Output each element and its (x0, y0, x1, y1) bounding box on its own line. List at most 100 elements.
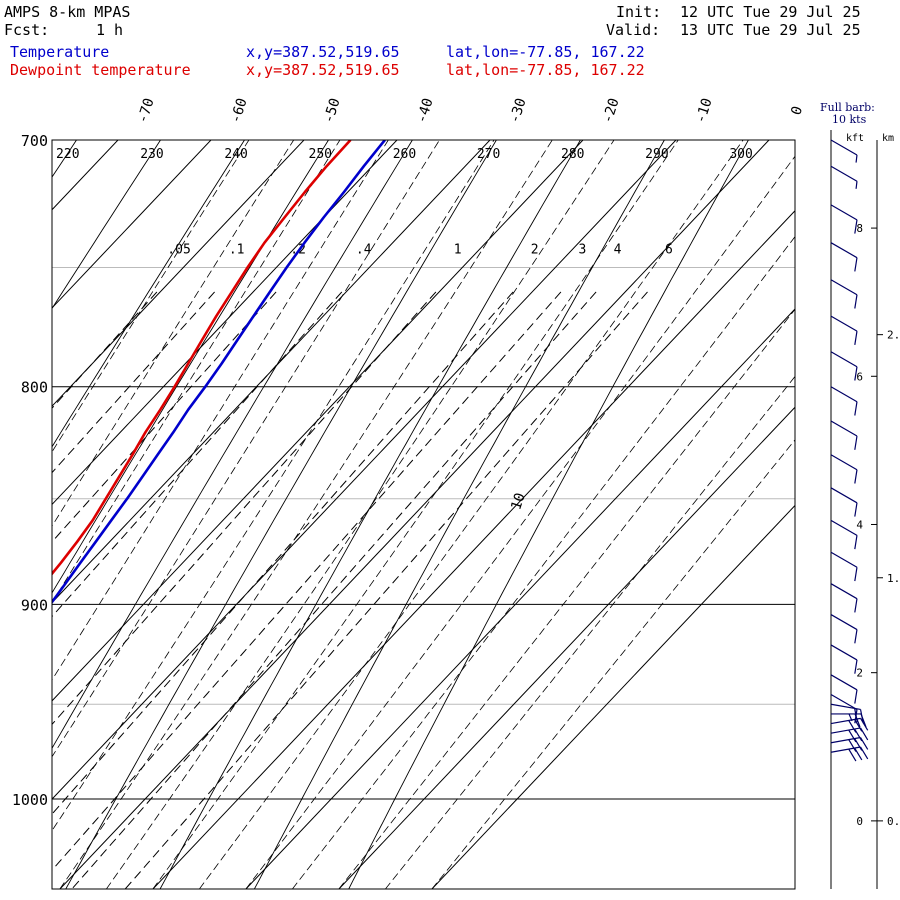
wind-barb (830, 139, 858, 163)
isotherm (0, 0, 109, 900)
wind-barb-flag (854, 629, 858, 644)
wind-barb-flag (854, 435, 858, 450)
wind-barb-flag (854, 719, 863, 732)
isotherm (338, 406, 795, 889)
dry-adiabat (52, 140, 413, 750)
mixing-ratio-label: .05 (167, 242, 190, 257)
wind-barb (830, 614, 858, 644)
mixing-ratio-label: .1 (229, 242, 245, 257)
wind-barb (830, 583, 858, 613)
wind-barb-staff (830, 279, 858, 296)
legend-dewpoint-xy: x,y=387.52,519.65 (246, 61, 400, 79)
mixing-ratio-label: 2 (531, 242, 539, 257)
wind-barb-flag (848, 720, 857, 733)
dry-adiabat-label: 280 (561, 147, 584, 162)
km-label: km (882, 133, 895, 144)
isotherm (52, 140, 584, 702)
dry-adiabat-label: 260 (393, 147, 416, 162)
moist-adiabat (59, 140, 553, 889)
moist-adiabat (52, 140, 341, 604)
wind-barb (830, 736, 869, 752)
isotherm (52, 140, 398, 506)
wind-key-line1: Full barb: (820, 101, 875, 114)
dry-adiabat-label: 300 (729, 147, 752, 162)
wind-barb (830, 315, 858, 345)
kft-label: kft (846, 133, 865, 144)
pressure-tick-label: 900 (21, 596, 48, 614)
wind-barb-staff (830, 242, 858, 259)
wind-barb-staff (830, 727, 861, 734)
height-km-label: 0. (887, 815, 900, 828)
wind-barb (830, 279, 858, 309)
wind-barb (830, 693, 858, 724)
mixing-ratio-line (52, 291, 343, 618)
wind-barb-staff (830, 674, 858, 691)
wind-barb (830, 454, 858, 484)
moist-adiabat (52, 140, 440, 758)
moist-adiabat (52, 140, 250, 453)
wind-barb-half-flag (855, 181, 858, 189)
plot-frame (51, 139, 796, 890)
dry-adiabat (253, 140, 665, 889)
mixing-ratio-line (52, 291, 514, 815)
wind-barb-staff (830, 487, 858, 504)
mixing-ratio-line (71, 291, 597, 889)
dry-adiabat-label: 220 (56, 147, 79, 162)
wind-barb-flag (854, 366, 858, 381)
fcst-label: Fcst: (4, 21, 50, 39)
model-name: AMPS 8-km MPAS (4, 3, 131, 21)
wind-key-line2: 10 kts (832, 113, 867, 126)
wind-barb-staff (830, 519, 858, 536)
wind-barb-flag (854, 738, 863, 751)
wind-barb-flag (848, 729, 857, 743)
valid-label: Valid: (606, 21, 661, 39)
mixing-ratio-line (52, 291, 215, 474)
moist-adiabat (338, 308, 795, 889)
temperature-profile (52, 140, 386, 605)
moist-adiabat (245, 155, 795, 889)
height-km-label: 2. (887, 329, 900, 342)
moist-adiabat (431, 439, 795, 889)
wind-barb-flag (854, 659, 858, 674)
wind-barb (830, 386, 858, 416)
wind-barb-staff (830, 583, 858, 600)
wind-barb (830, 727, 869, 743)
legend-dewpoint-latlon: lat,lon=-77.85, 167.22 (446, 61, 645, 79)
pressure-tick-label: 700 (21, 132, 48, 150)
init-label: Init: (616, 3, 662, 21)
height-kft-label: 0 (856, 815, 863, 828)
wind-barb-flag (860, 737, 869, 750)
height-kft-label: 6 (856, 370, 863, 383)
temperature-tick-label: -10 (693, 96, 716, 125)
wind-barb-flag (854, 689, 858, 704)
dry-adiabat-label: 240 (224, 147, 247, 162)
isotherm (52, 140, 491, 604)
moist-adiabat (52, 140, 295, 527)
legend-temperature-name: Temperature (10, 43, 110, 61)
wind-barb (830, 351, 858, 381)
wind-barb-staff (830, 165, 858, 182)
wind-barb-staff (830, 315, 858, 332)
wind-barb-staff (830, 693, 858, 710)
mixing-ratio-label: 1 (454, 242, 462, 257)
wind-barb-flag (859, 709, 864, 724)
isotherm (431, 504, 795, 889)
mixing-ratio-label: .4 (356, 242, 372, 257)
temperature-tick-label: -60 (228, 96, 251, 125)
valid-time: 13 UTC Tue 29 Jul 25 (680, 21, 861, 39)
wind-barb-flag (854, 401, 858, 416)
fcst-value: 1 h (96, 21, 124, 39)
dry-adiabat-label: 290 (645, 147, 668, 162)
wind-barb-flag (854, 469, 858, 484)
dry-adiabat-label: 230 (140, 147, 163, 162)
temperature-tick-label: -20 (600, 96, 623, 125)
isotherm (52, 140, 119, 211)
wind-barb-flag (854, 535, 858, 550)
isotherm (152, 210, 795, 889)
moist-adiabat (291, 236, 795, 889)
moist-adiabat (152, 140, 679, 889)
temperature-tick-label: -40 (414, 96, 437, 125)
wind-barb-flag (854, 257, 858, 272)
wind-barb-staff (830, 351, 858, 368)
